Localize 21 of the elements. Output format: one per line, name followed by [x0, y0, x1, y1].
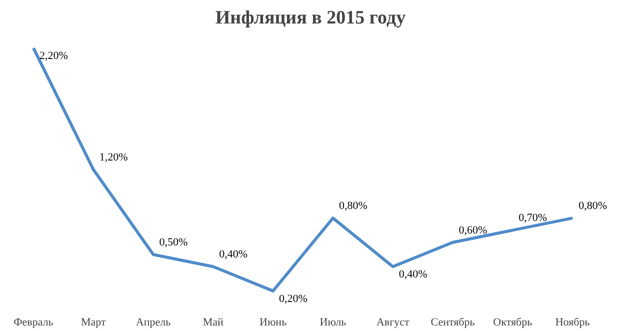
x-tick-label: Сентябрь — [430, 316, 475, 328]
data-label: 0,40% — [398, 268, 428, 281]
data-label: 0,80% — [578, 200, 607, 212]
data-label: 0,20% — [279, 292, 308, 305]
x-tick-label: Август — [376, 316, 410, 328]
data-label: 0,40% — [219, 248, 248, 261]
data-label: 1,20% — [99, 152, 128, 164]
x-tick-label: Июль — [320, 316, 346, 328]
x-tick-label: Февраль — [14, 316, 54, 328]
chart-title: Инфляция в 2015 году — [215, 8, 406, 28]
x-tick-label: Май — [202, 316, 224, 328]
x-tick-label: Октябрь — [493, 316, 532, 328]
data-label: 0,60% — [458, 224, 488, 236]
data-label: 0,50% — [159, 236, 188, 248]
x-tick-label: Июнь — [260, 316, 287, 328]
data-label: 0,80% — [338, 200, 368, 212]
x-tick-label: Ноябрь — [555, 316, 590, 328]
x-tick-label: Март — [80, 316, 106, 328]
data-label: 2,20% — [39, 50, 68, 62]
x-tick-label: Апрель — [136, 316, 171, 328]
data-label: 0,70% — [518, 212, 548, 224]
